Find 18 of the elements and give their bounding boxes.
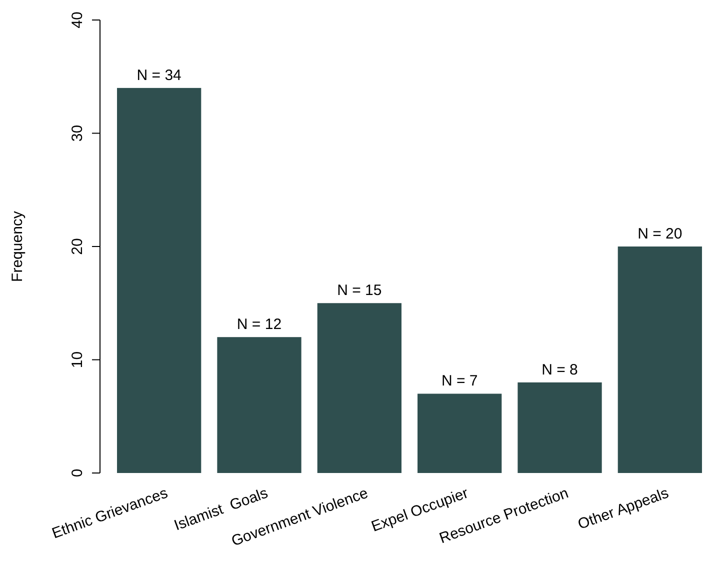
bar: [117, 88, 202, 473]
y-tick-label: 20: [69, 238, 86, 255]
data-label: N = 15: [337, 282, 382, 300]
y-axis-title: Frequency: [9, 210, 26, 282]
bar: [518, 382, 602, 473]
bar: [217, 337, 302, 473]
y-tick-label: 10: [69, 351, 86, 368]
data-label: N = 8: [542, 361, 578, 378]
data-label: N = 34: [136, 66, 182, 84]
data-label: N = 7: [441, 372, 478, 390]
y-tick-label: 40: [69, 12, 86, 28]
bar: [618, 246, 702, 473]
y-tick-label: 0: [69, 468, 86, 478]
bar: [317, 303, 402, 473]
y-tick-label: 30: [69, 124, 86, 142]
data-label: N = 12: [236, 316, 282, 334]
bar: [418, 394, 502, 473]
data-label: N = 20: [638, 226, 682, 242]
